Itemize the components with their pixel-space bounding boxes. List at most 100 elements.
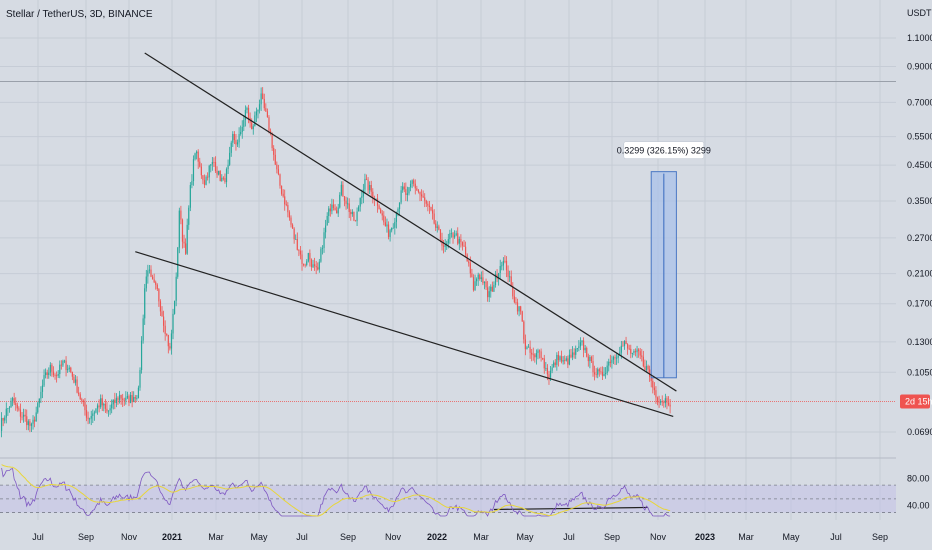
trendline-lower[interactable] — [135, 251, 674, 417]
candle-body — [529, 346, 531, 353]
candle-body — [262, 93, 264, 99]
rsi-pane — [0, 464, 896, 517]
time-tick-label: May — [250, 532, 268, 542]
candle-body — [518, 306, 520, 312]
candle-body — [158, 289, 160, 302]
candle-body — [128, 396, 130, 403]
candle-body — [197, 151, 199, 162]
candle-body — [151, 276, 154, 280]
candle-body — [664, 398, 666, 404]
candle-body — [641, 355, 643, 357]
candle-body — [194, 153, 196, 160]
price-tick-label: 0.1700 — [907, 299, 932, 309]
candle-body — [73, 376, 75, 383]
candle-body — [301, 254, 303, 264]
candle-body — [630, 348, 632, 354]
candle-body — [493, 285, 495, 292]
candle-body — [122, 398, 124, 400]
candle-body — [504, 260, 506, 262]
candle-body — [647, 366, 649, 370]
time-tick-label: 2021 — [162, 532, 182, 542]
candle-body — [134, 397, 136, 399]
candle-body — [147, 270, 149, 277]
time-axis[interactable]: Jul Sep Nov 2021 Mar May Jul Sep Nov 2022 Mar May Ju… — [32, 532, 888, 542]
candle-body — [606, 365, 608, 373]
candle-body — [649, 369, 651, 377]
candle-body — [516, 302, 519, 312]
candle-body — [16, 404, 18, 409]
candle-body — [205, 176, 207, 185]
time-tick-label: May — [516, 532, 534, 542]
candle-body — [255, 111, 257, 116]
candle-body — [186, 224, 188, 254]
candle-body — [546, 367, 549, 375]
price-tick-label: 0.1050 — [907, 367, 932, 377]
candle-body — [549, 370, 552, 378]
candle-body — [81, 399, 83, 401]
candle-body — [532, 354, 534, 356]
candle-body — [137, 387, 140, 399]
candle-body — [362, 189, 364, 197]
price-axis[interactable]: 1.1000 0.9000 0.7000 0.5500 0.4500 0.3500 0.27… — [907, 33, 932, 511]
candles — [0, 87, 671, 438]
candle-body — [422, 196, 424, 198]
candle-body — [192, 159, 195, 181]
measurement-tool[interactable]: 0.3299 (326.15%) 3299 — [617, 141, 711, 379]
candle-body — [216, 171, 218, 175]
candle-body — [392, 227, 394, 229]
candle-body — [183, 241, 185, 244]
candle-body — [208, 165, 210, 178]
candle-body — [592, 361, 594, 373]
candle-body — [425, 200, 427, 204]
candle-body — [238, 134, 240, 143]
candle-body — [76, 379, 78, 393]
candle-body — [345, 200, 347, 204]
candle-body — [112, 399, 114, 405]
candle-body — [103, 403, 105, 406]
candle-body — [8, 407, 11, 409]
candle-body — [537, 350, 539, 354]
candle-body — [180, 210, 182, 220]
candle-body — [667, 402, 670, 405]
candle-body — [90, 415, 92, 419]
candle-body — [567, 358, 569, 365]
candle-body — [669, 404, 671, 407]
candle-body — [140, 340, 143, 371]
candle-body — [298, 249, 300, 251]
candle-body — [505, 260, 508, 271]
candle-body — [214, 162, 217, 172]
candle-body — [252, 126, 254, 130]
candle-body — [623, 341, 626, 346]
candle-body — [306, 261, 308, 265]
candle-body — [109, 408, 111, 411]
candle-body — [578, 346, 580, 349]
trendline-upper[interactable] — [144, 52, 677, 392]
currency-label: USDT — [907, 8, 932, 18]
candle-body — [565, 358, 567, 361]
candle-body — [419, 191, 421, 195]
candle-body — [400, 190, 402, 203]
candle-body — [622, 345, 624, 347]
candle-body — [290, 217, 292, 225]
candle-body — [118, 394, 121, 401]
candle-body — [7, 408, 9, 409]
candle-body — [524, 339, 526, 350]
candle-body — [477, 274, 479, 280]
candle-body — [483, 281, 486, 284]
price-tick-label: 0.5500 — [907, 132, 932, 142]
candle-body — [236, 142, 239, 145]
candle-body — [513, 296, 515, 303]
candle-body — [224, 178, 226, 183]
time-tick-label: Sep — [340, 532, 356, 542]
time-tick-label: Nov — [650, 532, 667, 542]
candle-body — [145, 276, 147, 289]
candle-body — [526, 347, 528, 350]
candle-body — [431, 210, 434, 214]
candle-body — [312, 264, 314, 268]
candle-body — [41, 385, 44, 392]
candle-body — [564, 360, 566, 361]
candle-body — [106, 408, 108, 412]
candle-body — [420, 194, 423, 197]
candle-body — [318, 261, 320, 270]
